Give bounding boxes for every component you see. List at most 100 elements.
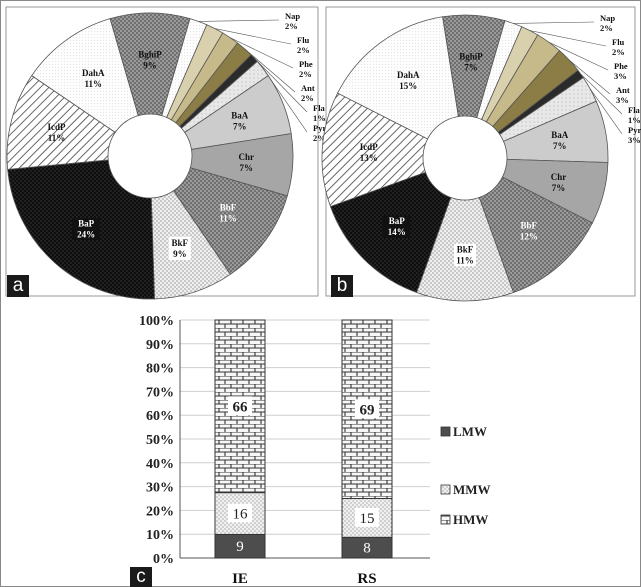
slice-icdp-b	[321, 92, 429, 207]
leader-line-phe-b	[548, 42, 609, 71]
bar-value-label-hmw-ie: 66	[233, 399, 249, 415]
slice-value-icdp-a: 11%	[48, 133, 66, 143]
slice-value-flu-b: 2%	[612, 47, 625, 57]
bar-value-bg-lmw-rs	[359, 537, 375, 557]
slice-name-chr-b: Chr	[551, 172, 567, 182]
slice-name-baa-a: BaA	[231, 110, 249, 120]
legend-label-mmw: MMW	[453, 482, 491, 497]
slice-name-nap-b: Nap	[600, 13, 615, 23]
bar-value-bg-mmw-ie	[228, 503, 252, 523]
slice-name-icdp-b: IcdP	[360, 142, 379, 152]
slice-name-flu-a: Flu	[297, 35, 310, 45]
slice-value-baa-b: 7%	[553, 141, 567, 151]
leader-line-ant-b	[569, 59, 611, 95]
legend-label-hmw: HMW	[453, 512, 488, 527]
slice-value-chr-a: 7%	[240, 163, 254, 173]
slice-value-fla-a: 1%	[313, 113, 326, 123]
y-tick-label: 20%	[146, 504, 174, 519]
leader-line-ant-a	[244, 48, 296, 93]
bar-value-label-mmw-ie: 16	[233, 507, 249, 523]
y-tick-label: 10%	[146, 528, 174, 543]
y-tick-label: 70%	[146, 385, 174, 400]
slice-value-pyr-b: 3%	[628, 135, 641, 145]
y-tick-label: 60%	[146, 409, 174, 424]
slice-name-phe-b: Phe	[614, 61, 628, 71]
panel-label-b: b	[331, 275, 353, 297]
slice-label-bg-bap-b	[382, 215, 411, 239]
y-tick-label: 0%	[153, 552, 174, 567]
slice-name-bghip-b: BghiP	[459, 52, 483, 62]
bar-value-label-mmw-rs: 15	[360, 511, 375, 527]
x-tick-label-ie: IE	[232, 571, 248, 587]
slice-bghip-a	[109, 12, 191, 117]
slice-value-pyr-a: 2%	[313, 133, 326, 143]
slice-name-daha-b: DahA	[397, 70, 420, 80]
leader-line-pyr-a	[262, 68, 308, 133]
legend-label-lmw: LMW	[453, 424, 487, 439]
leader-line-flu-b	[529, 30, 607, 47]
y-tick-label: 80%	[146, 362, 174, 377]
slice-label-bg-bkf-b	[454, 243, 476, 267]
y-tick-label: 50%	[146, 433, 174, 448]
slice-daha-b	[337, 16, 459, 140]
slice-value-bap-b: 14%	[388, 227, 406, 237]
legend-swatch-mmw	[440, 484, 451, 495]
bar-value-bg-lmw-ie	[232, 536, 248, 556]
leader-line-fla-b	[580, 73, 623, 115]
panel-label-c: c	[130, 567, 152, 587]
slice-value-daha-b: 15%	[399, 81, 417, 91]
slice-name-baa-b: BaA	[551, 130, 569, 140]
y-tick-label: 90%	[146, 338, 174, 353]
slice-value-baa-a: 7%	[233, 121, 247, 131]
y-tick-label: 100%	[139, 314, 174, 329]
slice-value-ant-b: 3%	[616, 95, 629, 105]
donut-chart-a: BaA7%Chr7%BbF11%BkF9%BaP24%IcdP11%DahA11…	[6, 11, 326, 300]
slice-name-ant-a: Ant	[301, 83, 315, 93]
slice-value-bghip-a: 9%	[143, 61, 157, 71]
slice-name-chr-a: Chr	[239, 152, 255, 162]
slice-name-icdp-a: IcdP	[48, 122, 67, 132]
slice-bbf-b	[478, 176, 593, 294]
bar-value-bg-hmw-rs	[355, 399, 379, 419]
x-tick-label-rs: RS	[357, 571, 376, 587]
slice-value-ant-a: 2%	[301, 93, 314, 103]
slice-value-bap-a: 24%	[77, 229, 95, 239]
leader-line-flu-a	[214, 28, 292, 45]
slice-label-bg-bap-a	[72, 217, 101, 241]
slice-value-nap-b: 2%	[600, 23, 613, 33]
slice-value-phe-a: 2%	[299, 69, 312, 79]
slice-name-nap-a: Nap	[285, 11, 300, 21]
slice-value-nap-a: 2%	[285, 21, 298, 31]
slice-name-pyr-b: Pyr	[628, 125, 641, 135]
y-tick-label: 30%	[146, 481, 174, 496]
slice-name-bkf-a: BkF	[172, 238, 189, 248]
slice-name-bbf-a: BbF	[220, 203, 237, 213]
leader-line-pyr-b	[590, 88, 623, 135]
leader-line-nap-a	[198, 19, 280, 22]
slice-name-flu-b: Flu	[612, 37, 625, 47]
slice-name-phe-a: Phe	[299, 59, 313, 69]
bar-value-label-lmw-ie: 9	[236, 539, 244, 555]
slice-value-bbf-b: 12%	[520, 231, 538, 241]
legend-swatch-lmw	[440, 426, 451, 437]
slice-value-bghip-b: 7%	[464, 63, 478, 73]
slice-bghip-b	[442, 14, 506, 119]
slice-name-daha-a: DahA	[82, 68, 105, 78]
panel-label-a: a	[7, 275, 29, 297]
slice-name-bap-a: BaP	[78, 218, 95, 228]
slice-value-bbf-a: 11%	[219, 214, 237, 224]
slice-name-bghip-a: BghiP	[138, 50, 162, 60]
slice-name-fla-a: Fla	[313, 103, 326, 113]
slice-value-chr-b: 7%	[552, 183, 566, 193]
bar-value-bg-hmw-ie	[228, 396, 252, 416]
slice-name-fla-b: Fla	[628, 105, 641, 115]
y-tick-label: 40%	[146, 457, 174, 472]
leader-line-fla-a	[254, 57, 308, 113]
slice-value-icdp-b: 13%	[360, 153, 378, 163]
slice-name-ant-b: Ant	[616, 85, 630, 95]
bar-value-label-lmw-rs: 8	[363, 541, 371, 557]
slice-value-bkf-b: 11%	[456, 256, 474, 266]
slice-name-bbf-b: BbF	[521, 220, 538, 230]
